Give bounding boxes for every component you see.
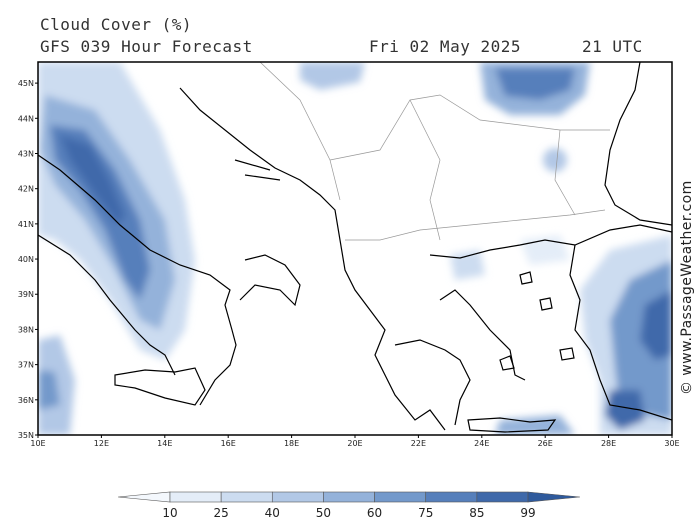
- colorbar-max-arrow: [527, 491, 581, 503]
- lat-tick-label: 43N: [18, 149, 34, 158]
- colorbar-label: 75: [418, 506, 433, 520]
- lon-tick-label: 30E: [664, 439, 679, 448]
- colorbar-label: 85: [469, 506, 484, 520]
- colorbar-label: 60: [367, 506, 382, 520]
- lon-tick-label: 14E: [157, 439, 172, 448]
- lat-tick-label: 36N: [18, 396, 34, 405]
- colorbar-segment: [476, 491, 529, 503]
- coastlines: [38, 62, 672, 433]
- country-borders: [259, 62, 610, 241]
- lat-tick-label: 40N: [18, 255, 34, 264]
- lon-tick-label: 18E: [284, 439, 299, 448]
- colorbar-segment: [425, 491, 478, 503]
- colorbar-segment: [374, 491, 427, 503]
- colorbar-label: 99: [520, 506, 535, 520]
- forecast-subtitle: GFS 039 Hour Forecast: [40, 37, 253, 56]
- colorbar-segment: [271, 491, 324, 503]
- colorbar-label: 25: [214, 506, 229, 520]
- lon-tick-label: 10E: [30, 439, 45, 448]
- lon-tick-label: 26E: [538, 439, 553, 448]
- lon-tick-label: 28E: [601, 439, 616, 448]
- lat-tick-label: 42N: [18, 185, 34, 194]
- legend-colorbar: 10 25 40 50 60 75 85 99: [117, 491, 581, 520]
- lon-tick-label: 22E: [411, 439, 426, 448]
- lat-tick-label: 45N: [18, 79, 34, 88]
- lat-tick-label: 37N: [18, 361, 34, 370]
- colorbar-label: 10: [162, 506, 177, 520]
- latitude-axis: 45N 44N 43N 42N 41N 40N 39N 38N 37N 36N 35N: [18, 79, 38, 440]
- colorbar-min-arrow: [117, 491, 171, 503]
- colorbar-segment: [323, 491, 375, 503]
- credit-text: © www.PassageWeather.com: [679, 180, 695, 395]
- lon-tick-label: 16E: [221, 439, 236, 448]
- colorbar-label: 50: [316, 506, 331, 520]
- lat-tick-label: 38N: [18, 325, 34, 334]
- colorbar-segment: [169, 491, 222, 503]
- colorbar-label: 40: [265, 506, 280, 520]
- forecast-time: 21 UTC: [582, 37, 643, 56]
- forecast-date: Fri 02 May 2025: [369, 37, 521, 56]
- lat-tick-label: 44N: [18, 114, 34, 123]
- lat-tick-label: 35N: [18, 431, 34, 440]
- longitude-axis: 10E 12E 14E 16E 18E 20E 22E 24E 26E 28E 30E: [30, 435, 680, 448]
- lat-tick-label: 41N: [18, 220, 34, 229]
- lat-tick-label: 39N: [18, 290, 34, 299]
- lon-tick-label: 12E: [94, 439, 109, 448]
- map-title: Cloud Cover (%): [40, 15, 192, 34]
- lon-tick-label: 20E: [347, 439, 362, 448]
- lon-tick-label: 24E: [474, 439, 489, 448]
- colorbar-segment: [220, 491, 273, 503]
